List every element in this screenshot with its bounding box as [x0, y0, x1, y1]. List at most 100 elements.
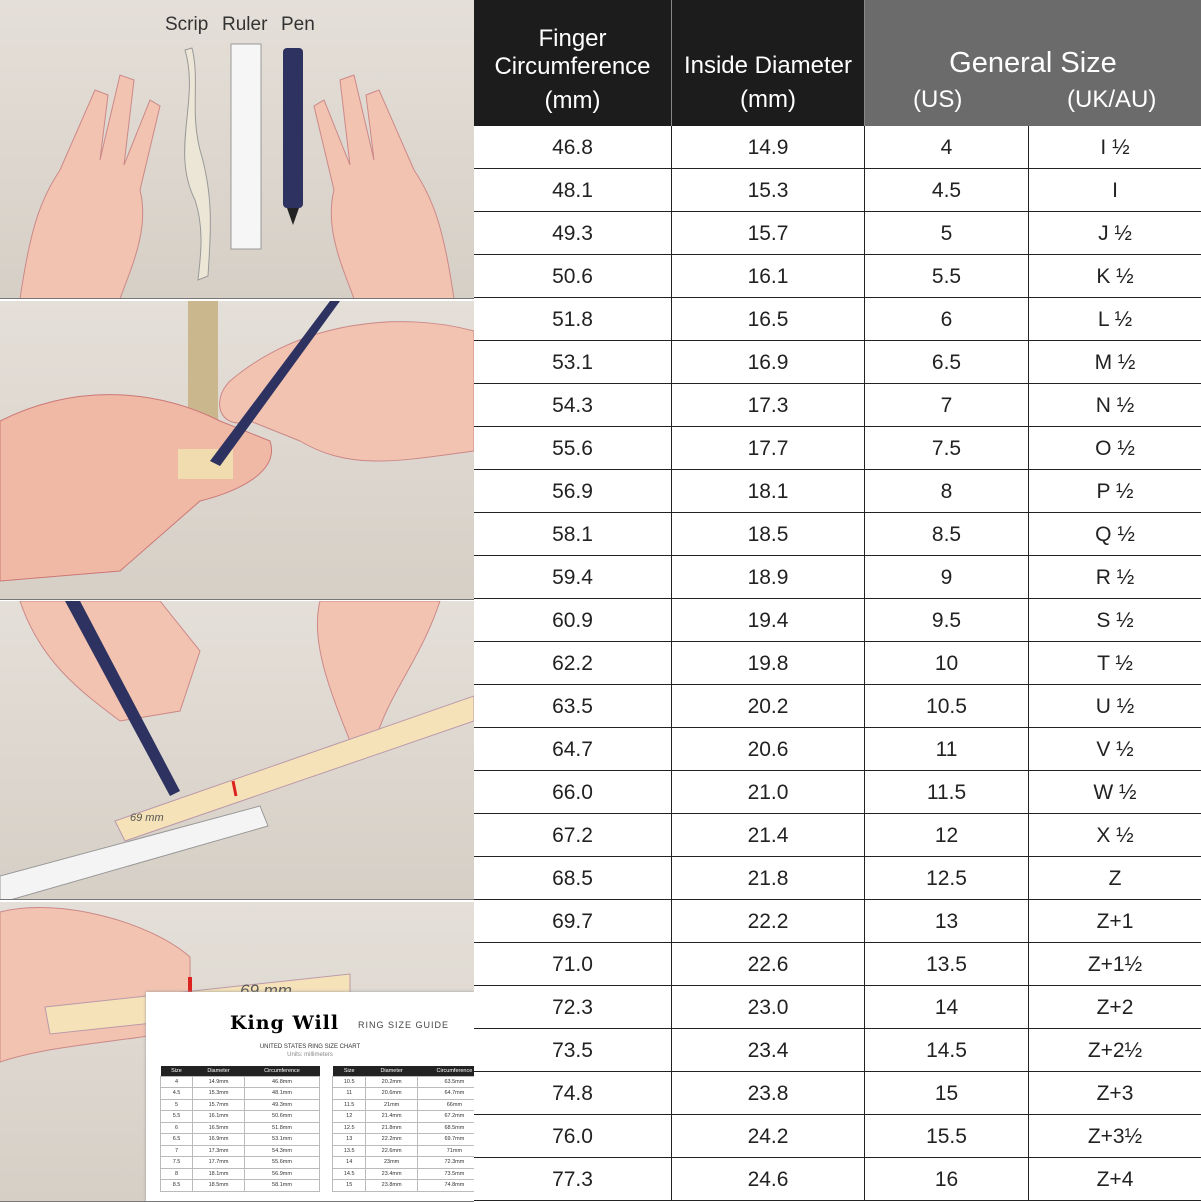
guide-row: 11.5 21mm 66mm — [331, 1098, 474, 1111]
table-row: 77.3 24.6 16 Z+4 — [474, 1158, 1201, 1201]
us-size-cell: 6.5 — [865, 341, 1029, 384]
guide-cell: 23.4mm — [365, 1167, 418, 1180]
ukau-size-cell: Z+4 — [1096, 1168, 1134, 1191]
header-us: (US) — [913, 86, 963, 113]
guide-cell: 11.5 — [331, 1098, 367, 1111]
header-text: Finger — [538, 25, 607, 52]
circumference-cell: 76.0 — [474, 1115, 672, 1158]
guide-cell: 69.7mm — [416, 1133, 474, 1146]
illustration-column: Scrip Ruler Pen 69 mm 69 mm — [0, 0, 474, 1202]
hands-tools-illustration — [19, 43, 455, 298]
ukau-size-cell: M ½ — [1094, 351, 1136, 374]
us-size-cell: 7.5 — [865, 427, 1029, 470]
guide-cell: 14.9mm — [192, 1075, 245, 1088]
ring-size-guide-card: King Will RING SIZE GUIDE UNITED STATES … — [146, 992, 474, 1201]
diameter-cell: 16.5 — [672, 298, 865, 341]
guide-row: 8.5 18.5mm 58.1mm — [159, 1179, 321, 1192]
header-text: (mm) — [740, 86, 796, 113]
guide-row: 14.5 23.4mm 73.5mm — [331, 1167, 474, 1180]
table-row: 55.6 17.7 7.5 O ½ — [474, 427, 1201, 470]
ukau-size-cell: I ½ — [1100, 136, 1130, 159]
guide-cell: 14.5 — [331, 1167, 367, 1180]
us-size-cell: 15 — [865, 1072, 1029, 1115]
ukau-size-cell: S ½ — [1096, 609, 1134, 632]
guide-row: 13 22.2mm 69.7mm — [331, 1133, 474, 1146]
ukau-size-cell: N ½ — [1095, 394, 1135, 417]
circumference-cell: 51.8 — [474, 298, 672, 341]
guide-cell: 54.3mm — [243, 1144, 321, 1157]
circumference-cell: 68.5 — [474, 857, 672, 900]
guide-chart-title: UNITED STATES RING SIZE CHART — [259, 1044, 361, 1050]
us-size-cell: 15.5 — [865, 1115, 1029, 1158]
guide-row: 4.5 15.3mm 48.1mm — [159, 1087, 321, 1100]
table-row: 53.1 16.9 6.5 M ½ — [474, 341, 1201, 384]
us-size-cell: 9 — [865, 556, 1029, 599]
step-4-measure-panel: 69 mm King Will RING SIZE GUIDE UNITED S… — [0, 902, 474, 1202]
us-size-cell: 16 — [865, 1158, 1029, 1201]
guide-table-right: Size Diameter Circumference 10.5 20.2mm 63.5m… — [331, 1066, 474, 1192]
guide-cell: 63.5mm — [416, 1075, 474, 1088]
guide-col-header: Circumference — [244, 1066, 320, 1076]
guide-cell: 13 — [331, 1133, 367, 1146]
diameter-cell: 24.2 — [672, 1115, 865, 1158]
table-row: 54.3 17.3 7 N ½ — [474, 384, 1201, 427]
ukau-size-cell: P ½ — [1096, 480, 1134, 503]
scrip-label: Scrip — [165, 14, 209, 35]
circumference-cell: 59.4 — [474, 556, 672, 599]
strip-mark-text: 69 mm — [130, 812, 164, 824]
diameter-cell: 14.9 — [672, 126, 865, 169]
diameter-cell: 21.4 — [672, 814, 865, 857]
ukau-size-cell: T ½ — [1097, 652, 1133, 675]
table-row: 49.3 15.7 5 J ½ — [474, 212, 1201, 255]
ukau-size-cell: Z+3½ — [1087, 1125, 1143, 1148]
guide-cell: 15 — [331, 1179, 367, 1192]
diameter-cell: 23.0 — [672, 986, 865, 1029]
guide-cell: 15.3mm — [192, 1087, 245, 1100]
guide-row: 4 14.9mm 46.8mm — [159, 1075, 321, 1088]
guide-row: 5 15.7mm 49.3mm — [159, 1098, 321, 1111]
ukau-size-cell: R ½ — [1095, 566, 1135, 589]
us-size-cell: 7 — [865, 384, 1029, 427]
circumference-cell: 63.5 — [474, 685, 672, 728]
guide-units: Units: millimeters — [287, 1052, 333, 1058]
circumference-cell: 67.2 — [474, 814, 672, 857]
guide-cell: 18.1mm — [192, 1167, 245, 1180]
guide-cell: 16.5mm — [192, 1121, 245, 1134]
circumference-cell: 72.3 — [474, 986, 672, 1029]
diameter-cell: 22.2 — [672, 900, 865, 943]
diameter-cell: 18.1 — [672, 470, 865, 513]
ukau-size-cell: Z+2½ — [1087, 1039, 1143, 1062]
diameter-cell: 16.9 — [672, 341, 865, 384]
ukau-size-cell: Z — [1108, 867, 1122, 890]
table-row: 66.0 21.0 11.5 W ½ — [474, 771, 1201, 814]
guide-row: 6.5 16.9mm 53.1mm — [159, 1133, 321, 1146]
diameter-cell: 15.3 — [672, 169, 865, 212]
header-diameter: Inside Diameter (mm) — [672, 0, 865, 126]
us-size-cell: 4 — [865, 126, 1029, 169]
guide-cell: 17.7mm — [192, 1156, 245, 1169]
step-2-wrap-panel — [0, 301, 474, 600]
table-row: 51.8 16.5 6 L ½ — [474, 298, 1201, 341]
diameter-cell: 23.4 — [672, 1029, 865, 1072]
header-text: Inside Diameter — [683, 52, 853, 79]
table-row: 56.9 18.1 8 P ½ — [474, 470, 1201, 513]
circumference-cell: 62.2 — [474, 642, 672, 685]
guide-row: 13.5 22.6mm 71mm — [331, 1144, 474, 1157]
pen-label: Pen — [281, 14, 315, 35]
diameter-cell: 24.6 — [672, 1158, 865, 1201]
circumference-cell: 53.1 — [474, 341, 672, 384]
guide-cell: 23mm — [365, 1156, 418, 1169]
guide-row: 8 18.1mm 56.9mm — [159, 1167, 321, 1180]
circumference-cell: 56.9 — [474, 470, 672, 513]
circumference-cell: 54.3 — [474, 384, 672, 427]
us-size-cell: 4.5 — [865, 169, 1029, 212]
guide-row: 7 17.3mm 54.3mm — [159, 1144, 321, 1157]
table-row: 71.0 22.6 13.5 Z+1½ — [474, 943, 1201, 986]
guide-cell: 72.3mm — [416, 1156, 474, 1169]
guide-brand-logo: King Will — [230, 1012, 340, 1034]
guide-row: 7.5 17.7mm 55.6mm — [159, 1156, 321, 1169]
ukau-size-cell: Q ½ — [1095, 523, 1135, 546]
guide-cell: 8.5 — [159, 1179, 194, 1192]
guide-cell: 20.2mm — [365, 1075, 418, 1088]
us-size-cell: 13 — [865, 900, 1029, 943]
